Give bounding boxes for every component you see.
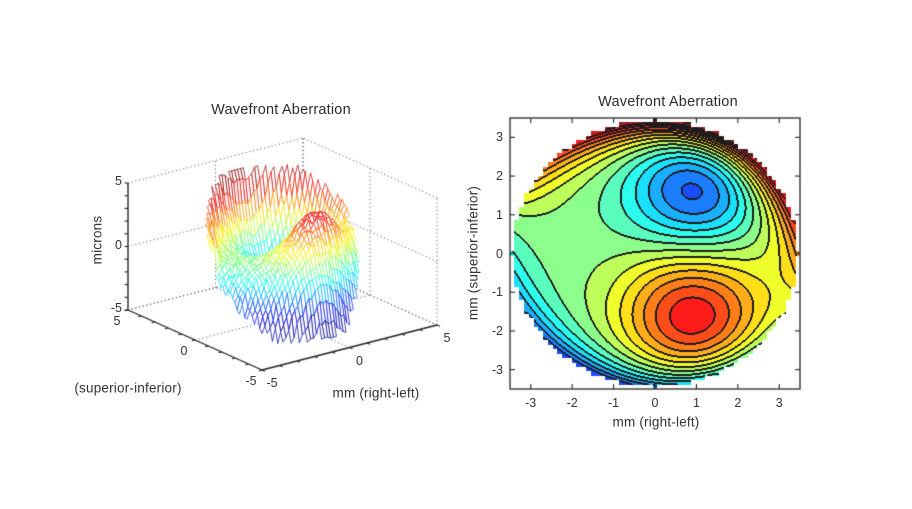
surface-ytick-label: -5 xyxy=(245,374,257,388)
surface-plot-title: Wavefront Aberration xyxy=(211,102,351,118)
contour-ytick-label: 0 xyxy=(496,246,503,261)
surface-xtick-label: -5 xyxy=(266,376,278,390)
contour-ytick-label: -1 xyxy=(491,285,503,300)
surface-ylabel: (superior-inferior) xyxy=(74,380,182,396)
contour-xtick-label: -3 xyxy=(525,396,537,410)
contour-xtick-label: 0 xyxy=(651,396,659,410)
surface-xtick-label: 0 xyxy=(356,353,363,368)
contour-ytick-label: -2 xyxy=(491,323,503,338)
contour-ytick-label: 3 xyxy=(496,130,503,145)
contour-xtick-label: -1 xyxy=(608,396,620,410)
surface-xlabel: mm (right-left) xyxy=(332,385,420,401)
contour-xtick-label: 2 xyxy=(734,396,742,410)
contour-ytick-label: 1 xyxy=(496,207,503,222)
contour-ytick-label: 2 xyxy=(496,169,503,184)
contour-ylabel: mm (superior-inferior) xyxy=(465,185,481,321)
contour-xtick-label: -2 xyxy=(566,396,578,410)
contour-xlabel: mm (right-left) xyxy=(612,414,700,430)
surface-ztick-label: -5 xyxy=(110,301,122,315)
surface-ytick-label: 0 xyxy=(180,344,188,358)
surface-ytick-label: 5 xyxy=(113,314,121,328)
contour-xtick-label: 3 xyxy=(775,396,783,410)
surface-ztick-label: 0 xyxy=(115,237,122,252)
contour-plot-title: Wavefront Aberration xyxy=(598,94,738,110)
contour-xtick-label: 1 xyxy=(692,396,700,410)
surface-zlabel: microns xyxy=(89,215,105,265)
surface-ztick-label: 5 xyxy=(115,174,122,188)
contour-ytick-label: -3 xyxy=(491,362,503,377)
surface-xtick-label: 5 xyxy=(443,331,451,345)
